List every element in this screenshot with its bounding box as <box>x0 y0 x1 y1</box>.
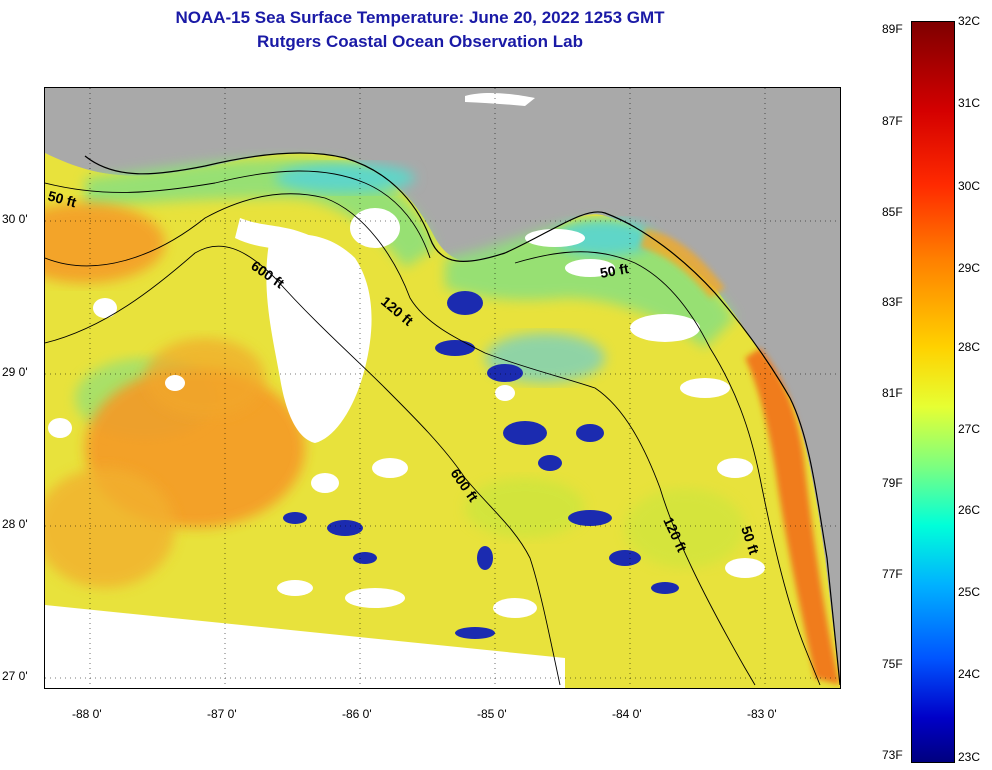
colorbar-f-label: 89F <box>882 22 903 36</box>
colorbar-f-label: 87F <box>882 114 903 128</box>
x-tick-label: -84 0' <box>612 707 642 721</box>
x-tick-label: -83 0' <box>747 707 777 721</box>
graticule <box>45 88 840 688</box>
colorbar-f-label: 73F <box>882 748 903 762</box>
colorbar-f-label: 81F <box>882 386 903 400</box>
colorbar-c-label: 24C <box>958 667 981 681</box>
x-tick-label: -85 0' <box>477 707 507 721</box>
colorbar-c-label: 28C <box>958 340 981 354</box>
colorbar-c-label: 27C <box>958 422 981 436</box>
colorbar-c-label: 30C <box>958 179 981 193</box>
sst-field <box>45 92 840 688</box>
x-tick-label: -88 0' <box>72 707 102 721</box>
colorbar-f-label: 77F <box>882 567 903 581</box>
colorbar-f-label: 79F <box>882 476 903 490</box>
colorbar-c-label: 26C <box>958 503 981 517</box>
map-subtitle: Rutgers Coastal Ocean Observation Lab <box>257 32 583 51</box>
map-title: NOAA-15 Sea Surface Temperature: June 20… <box>175 8 665 27</box>
colorbar-c-label: 25C <box>958 585 981 599</box>
contour-label: 50 ft <box>599 260 630 281</box>
y-tick-label: 27 0' <box>2 669 28 683</box>
colorbar-f-label: 85F <box>882 205 903 219</box>
x-tick-label: -87 0' <box>207 707 237 721</box>
contour-120ft <box>45 193 756 686</box>
colorbar-f-label: 75F <box>882 657 903 671</box>
colorbar-c-label: 29C <box>958 261 981 275</box>
contour-50ft <box>45 170 821 686</box>
sst-map-canvas: 50 ft 600 ft 120 ft 50 ft 600 ft 120 ft … <box>45 88 840 688</box>
colorbar-c-label: 31C <box>958 96 981 110</box>
y-tick-label: 30 0' <box>2 212 28 226</box>
coastline <box>84 152 840 686</box>
colorbar-c-label: 32C <box>958 14 981 28</box>
contour-600ft <box>45 245 561 686</box>
sst-map: 50 ft 600 ft 120 ft 50 ft 600 ft 120 ft … <box>44 87 841 689</box>
y-tick-label: 29 0' <box>2 365 28 379</box>
colorbar-c-label: 23C <box>958 750 981 764</box>
contour-label: 50 ft <box>46 187 78 210</box>
colorbar-f-label: 83F <box>882 295 903 309</box>
temperature-colorbar <box>911 21 955 763</box>
x-tick-label: -86 0' <box>342 707 372 721</box>
y-tick-label: 28 0' <box>2 517 28 531</box>
